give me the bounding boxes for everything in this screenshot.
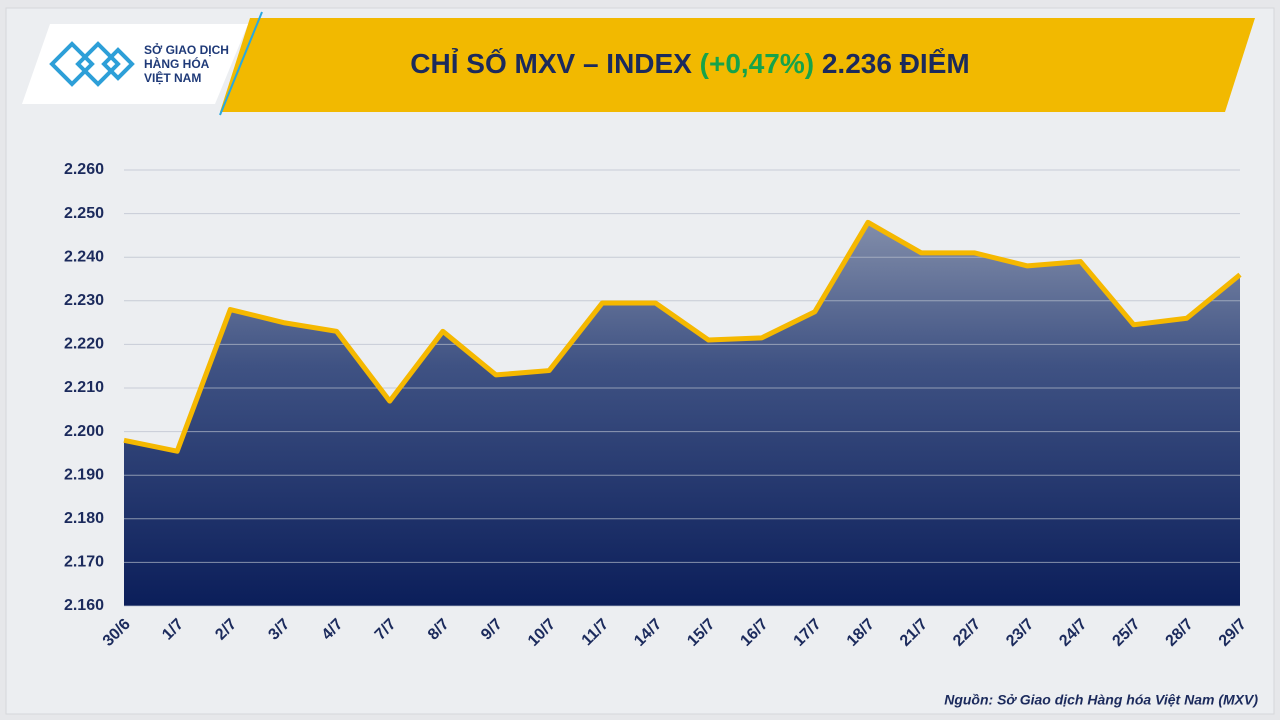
y-tick-label: 2.240 [64,248,104,265]
logo-mark [49,41,135,87]
logo-box [22,24,248,104]
y-tick-label: 2.170 [64,554,104,571]
header-band [220,18,1255,112]
y-tick-label: 2.220 [64,336,104,353]
y-tick-label: 2.190 [64,466,104,483]
y-tick-label: 2.180 [64,510,104,527]
y-tick-label: 2.250 [64,205,104,222]
chart-title: CHỈ SỐ MXV – INDEX (+0,47%) 2.236 ĐIỂM [410,47,969,79]
logo-text: VIỆT NAM [144,70,201,85]
y-tick-label: 2.200 [64,423,104,440]
title-main: CHỈ SỐ MXV – INDEX [410,47,692,79]
title-value: 2.236 ĐIỂM [822,48,970,79]
accent-line [219,11,263,116]
line [123,219,1242,454]
y-tick-label: 2.160 [64,597,104,614]
logo-text: HÀNG HÓA [144,56,210,71]
title-change: (+0,47%) [700,48,814,79]
source-note: Nguồn: Sở Giao dịch Hàng hóa Việt Nam (M… [944,692,1258,708]
y-tick-label: 2.210 [64,379,104,396]
y-tick-label: 2.230 [64,292,104,309]
logo-text: SỞ GIAO DỊCH [144,42,229,57]
y-tick-label: 2.260 [64,161,104,178]
area [124,222,1240,606]
